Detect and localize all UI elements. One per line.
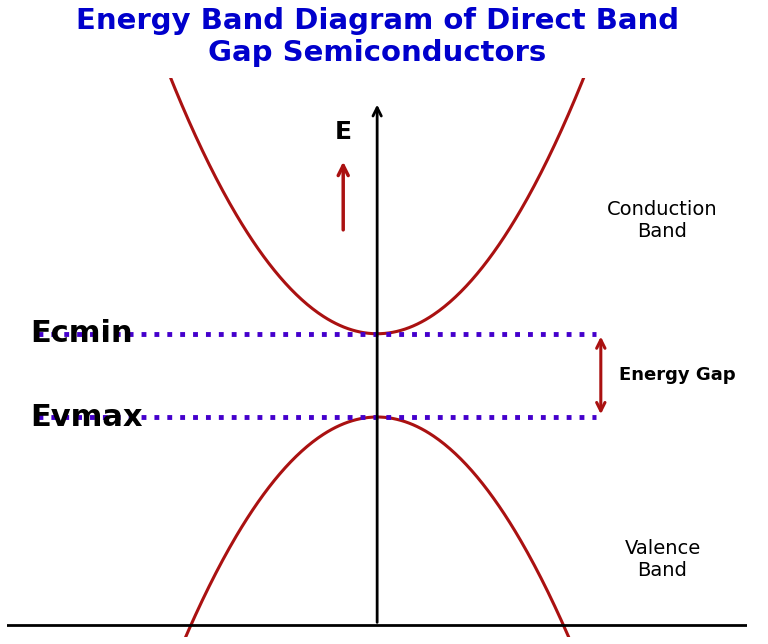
Text: Energy Gap: Energy Gap bbox=[619, 366, 736, 384]
Text: E: E bbox=[335, 120, 352, 144]
Text: Ecmin: Ecmin bbox=[30, 319, 133, 348]
Text: Evmax: Evmax bbox=[30, 402, 143, 431]
Title: Energy Band Diagram of Direct Band
Gap Semiconductors: Energy Band Diagram of Direct Band Gap S… bbox=[75, 7, 679, 68]
Text: Conduction
Band: Conduction Band bbox=[607, 200, 718, 242]
Text: Valence
Band: Valence Band bbox=[624, 539, 700, 580]
